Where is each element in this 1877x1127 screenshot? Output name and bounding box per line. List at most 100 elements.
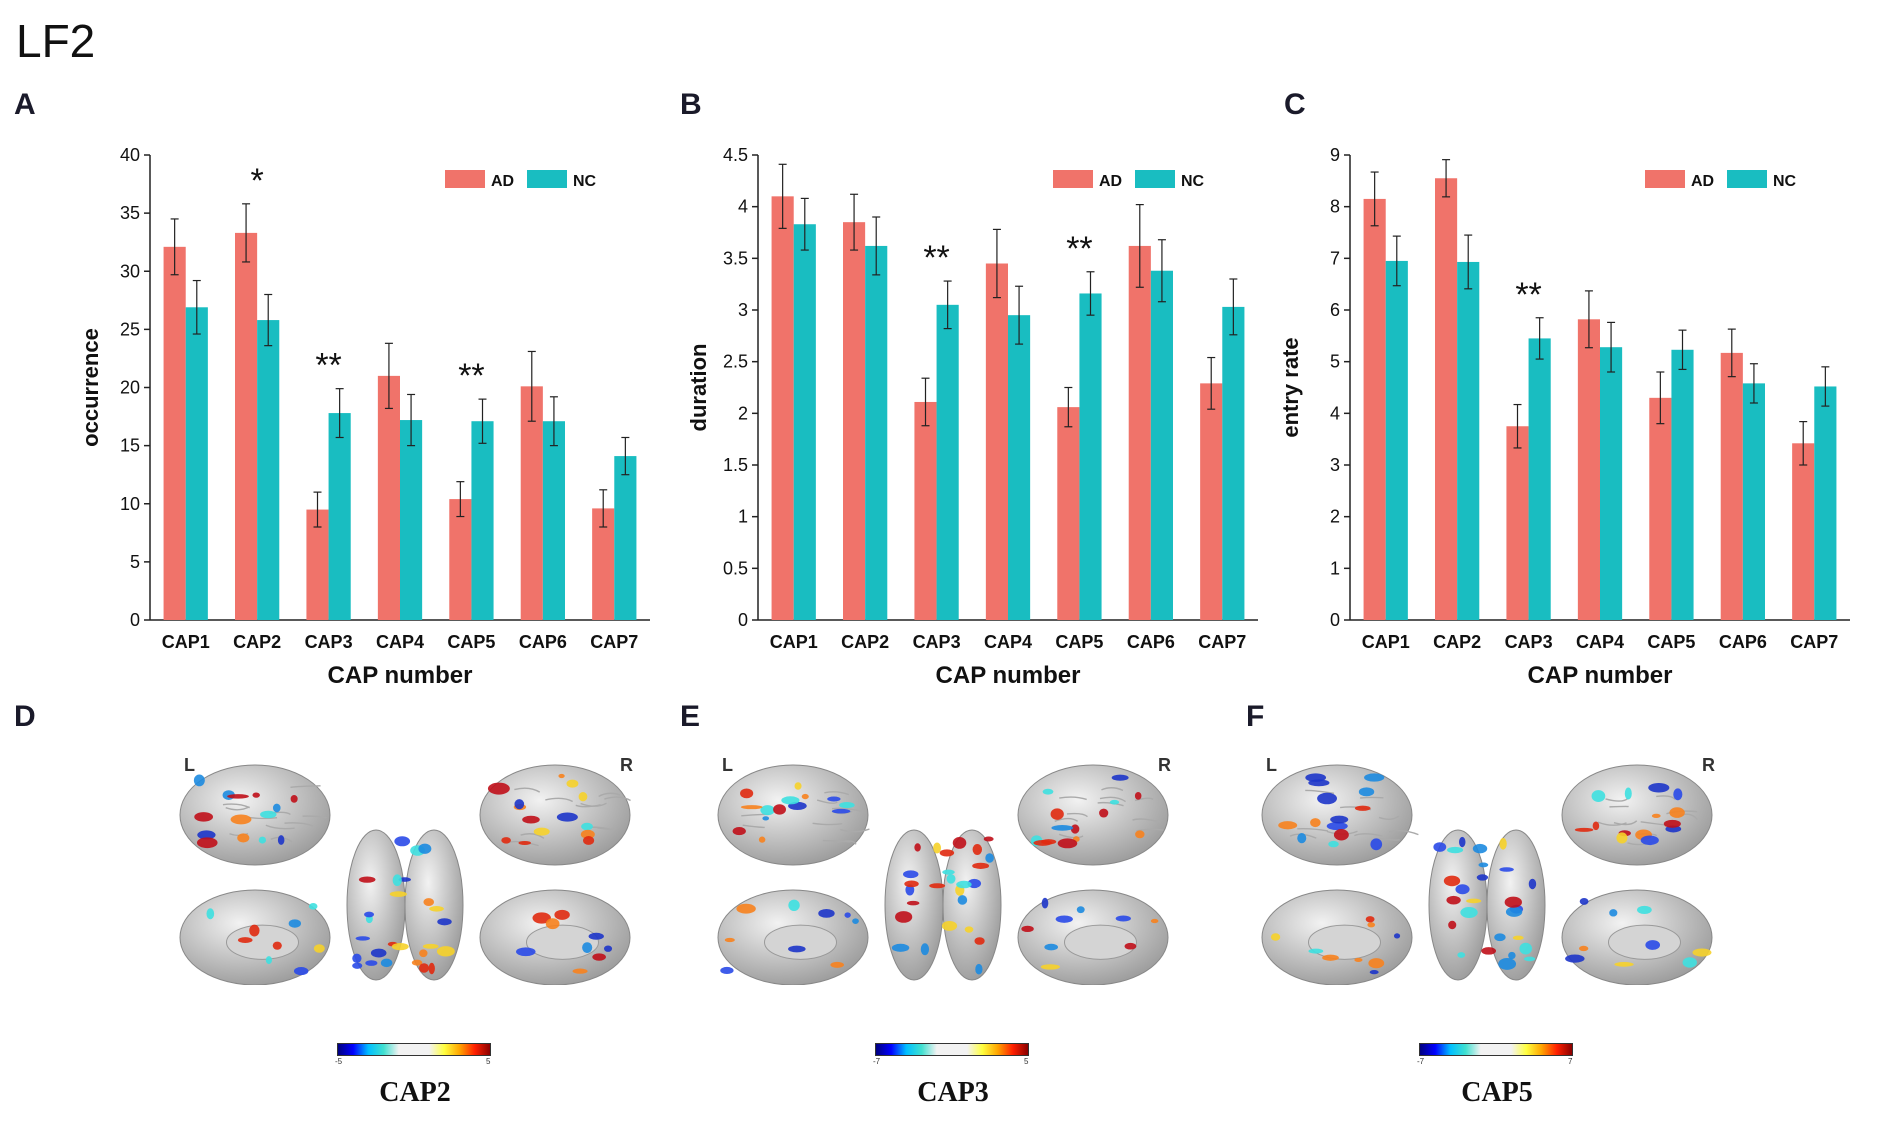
x-tick-label: CAP4 xyxy=(1576,632,1624,652)
bar-ad xyxy=(1363,198,1386,620)
bar-nc xyxy=(471,421,494,620)
x-axis-label: CAP number xyxy=(328,662,473,689)
brain-lateral-right xyxy=(479,764,631,866)
y-tick-label: 2.5 xyxy=(723,352,748,372)
y-tick-label: 5 xyxy=(130,552,140,572)
error-bar-ad xyxy=(1207,356,1216,410)
x-tick-label: CAP3 xyxy=(305,632,353,652)
significance-marker: ** xyxy=(1066,230,1092,268)
error-bar-nc xyxy=(478,398,487,444)
error-bar-ad xyxy=(527,350,536,422)
x-tick-label: CAP7 xyxy=(1790,632,1838,652)
brain-panel-d: L R -5 5 CAP2 xyxy=(170,745,640,1115)
bar-ad xyxy=(377,375,400,620)
bar-ad xyxy=(914,401,937,620)
x-axis-label: CAP number xyxy=(1528,662,1673,689)
legend-label-ad: AD xyxy=(1099,173,1122,190)
error-bar-nc xyxy=(800,197,809,251)
bar-ad xyxy=(843,222,866,620)
y-tick-label: 10 xyxy=(120,494,140,514)
error-bar-nc xyxy=(943,280,952,330)
brain-lateral-right xyxy=(1017,764,1169,866)
bar-ad xyxy=(1200,383,1223,620)
error-bar-ad xyxy=(778,163,787,229)
y-axis-label: entry rate xyxy=(1278,337,1303,437)
bar-ad xyxy=(1506,426,1529,620)
x-tick-label: CAP2 xyxy=(233,632,281,652)
error-bar-nc xyxy=(549,396,558,447)
significance-marker: ** xyxy=(923,239,949,277)
error-bar-nc xyxy=(1678,329,1687,371)
error-bar-nc xyxy=(1821,366,1830,407)
error-bar-nc xyxy=(1086,271,1095,316)
chart-c-entry-rate: 0 1 2 3 4 5 6 7 8 9 entry rate CAP number CAP1 CAP2 * C… xyxy=(1278,140,1850,689)
y-tick-label: 4 xyxy=(1330,403,1340,423)
chart-b-duration: 0 0.5 1 1.5 2 2.5 3 3.5 4 4.5 duration CAP number CA… xyxy=(686,145,1258,689)
hemisphere-label-left: L xyxy=(184,755,195,775)
bar-ad xyxy=(163,246,186,620)
bar-ad xyxy=(1128,245,1151,620)
brain-dorsal-view xyxy=(884,829,1002,981)
bar-ad xyxy=(520,386,543,620)
colorbar-max-label: 5 xyxy=(486,1057,491,1066)
panel-letter-e: E xyxy=(680,700,701,733)
colorbar xyxy=(875,1043,1029,1056)
x-tick-label: CAP4 xyxy=(376,632,424,652)
y-tick-label: 3 xyxy=(1330,455,1340,475)
brain-medial-left xyxy=(179,889,331,986)
brain-surface-maps xyxy=(1261,764,1713,986)
significance-marker: * xyxy=(251,162,264,200)
error-bar-ad xyxy=(850,193,859,251)
y-axis-label: occurrence xyxy=(78,328,103,447)
legend-swatch-ad xyxy=(445,170,485,188)
bar-nc xyxy=(542,421,565,620)
hemisphere-label-right: R xyxy=(1702,755,1715,775)
error-bar-nc xyxy=(1749,363,1758,404)
x-tick-label: CAP2 xyxy=(1433,632,1481,652)
error-bar-nc xyxy=(1392,235,1401,287)
error-bar-ad xyxy=(921,377,930,427)
error-bar-nc xyxy=(1229,278,1238,336)
error-bar-ad xyxy=(242,203,251,263)
y-tick-label: 8 xyxy=(1330,197,1340,217)
legend-swatch-nc xyxy=(527,170,567,188)
x-tick-label: CAP4 xyxy=(984,632,1032,652)
bar-nc xyxy=(1385,260,1408,620)
bar-nc xyxy=(1528,338,1551,620)
brain-medial-left xyxy=(717,889,869,986)
error-bar-ad xyxy=(1513,403,1522,449)
y-tick-label: 0 xyxy=(1330,610,1340,630)
bar-ad xyxy=(1057,407,1080,620)
error-bar-ad xyxy=(384,342,393,410)
y-tick-label: 2 xyxy=(1330,507,1340,527)
figure-title: LF2 xyxy=(16,15,96,67)
legend-swatch-ad xyxy=(1053,170,1093,188)
y-tick-label: 1 xyxy=(1330,558,1340,578)
error-bar-ad xyxy=(1442,159,1451,198)
x-tick-label: CAP3 xyxy=(913,632,961,652)
bar-ad xyxy=(592,508,615,620)
legend-label-nc: NC xyxy=(1181,173,1205,190)
chart-a-occurrence: 0 5 10 15 20 25 30 35 40 occurrence CAP number CAP1… xyxy=(78,145,650,689)
bar-nc xyxy=(793,224,816,620)
colorbar xyxy=(337,1043,491,1056)
colorbar-max-label: 5 xyxy=(1024,1057,1029,1066)
bar-nc xyxy=(1742,383,1765,620)
y-tick-label: 0.5 xyxy=(723,558,748,578)
y-tick-label: 4 xyxy=(738,197,748,217)
x-tick-label: CAP5 xyxy=(1647,632,1695,652)
y-tick-label: 4.5 xyxy=(723,145,748,165)
brain-surface-maps xyxy=(179,764,631,986)
y-tick-label: 2 xyxy=(738,403,748,423)
y-axis-label: duration xyxy=(686,344,711,432)
legend-label-nc: NC xyxy=(573,173,597,190)
x-tick-label: CAP7 xyxy=(590,632,638,652)
brain-lateral-left xyxy=(1261,764,1419,866)
panel-letter-d: D xyxy=(14,700,36,733)
bar-nc xyxy=(1222,306,1245,620)
bar-nc xyxy=(185,307,208,620)
y-tick-label: 7 xyxy=(1330,248,1340,268)
legend-swatch-nc xyxy=(1135,170,1175,188)
significance-marker: ** xyxy=(315,347,341,385)
error-bar-ad xyxy=(1135,203,1144,288)
